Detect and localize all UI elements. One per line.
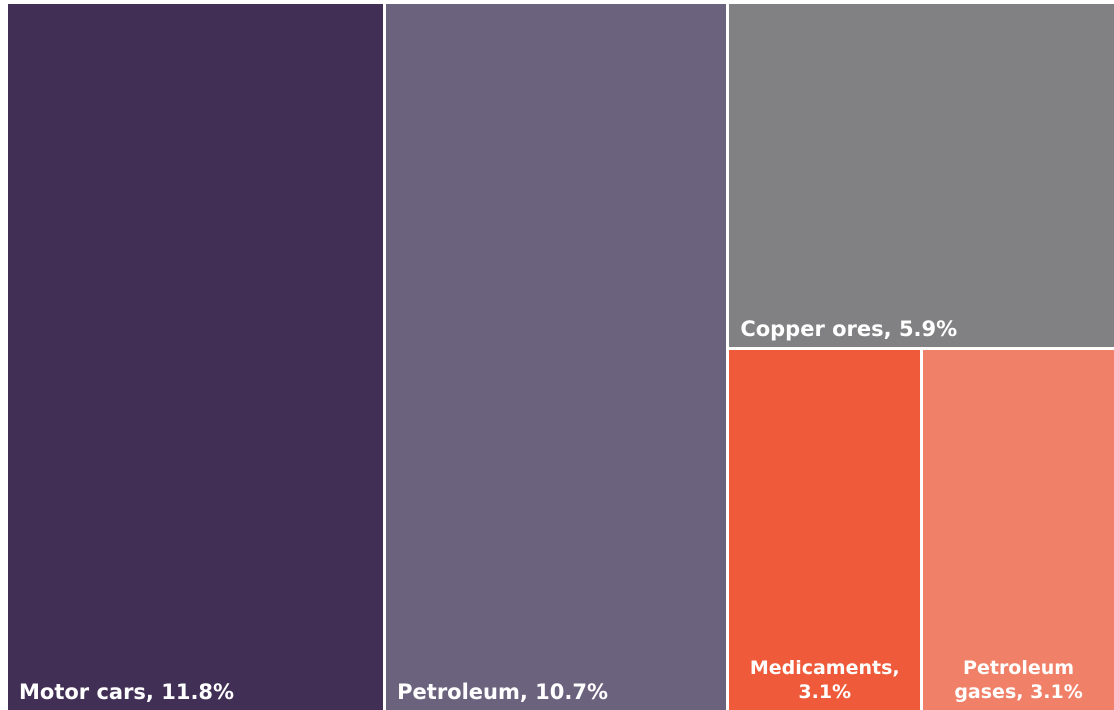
- tile-label-medicaments: Medicaments, 3.1%: [749, 656, 900, 703]
- tile-label-petroleum-gases: Petroleum gases, 3.1%: [954, 656, 1083, 703]
- tile-label-petroleum: Petroleum, 10.7%: [397, 680, 609, 704]
- tile-copper-ores: Copper ores, 5.9%: [729, 4, 1114, 347]
- tile-petroleum-gases: Petroleum gases, 3.1%: [923, 349, 1114, 710]
- tile-motor-cars: Motor cars, 11.8%: [8, 4, 384, 710]
- tile-label-copper-ores: Copper ores, 5.9%: [740, 316, 958, 341]
- tile-label-motor-cars: Motor cars, 11.8%: [19, 680, 235, 704]
- tile-petroleum: Petroleum, 10.7%: [386, 4, 727, 710]
- tile-medicaments: Medicaments, 3.1%: [729, 349, 921, 710]
